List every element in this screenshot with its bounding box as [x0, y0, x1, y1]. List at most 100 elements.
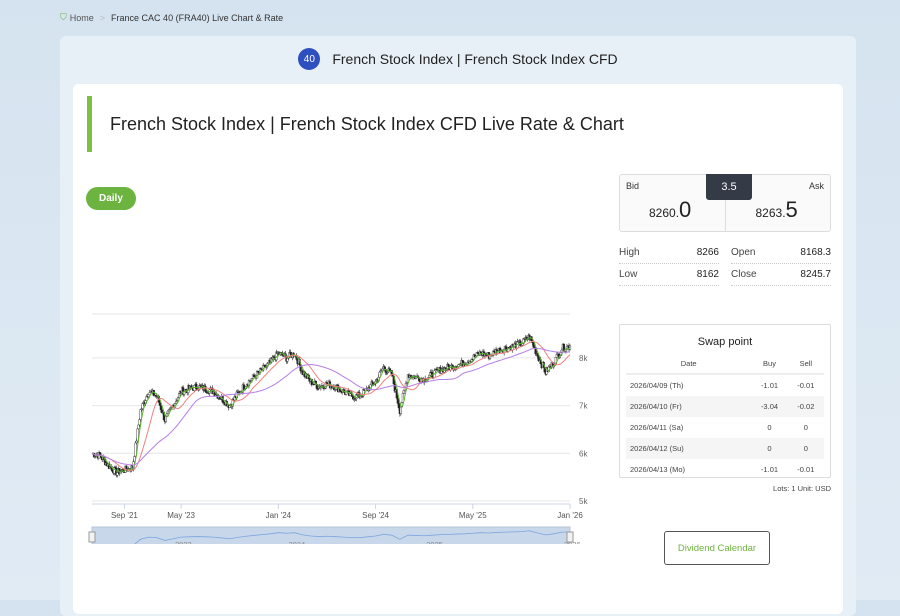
- stat-high: High 8266: [619, 242, 719, 264]
- swap-buy: -1.01: [760, 465, 779, 474]
- swap-row: 2026/04/09 (Th) -1.01 -0.01: [626, 374, 824, 396]
- candle: [505, 346, 508, 350]
- stat-open: Open 8168.3: [731, 242, 831, 264]
- ask-price-pip: 5: [785, 197, 798, 222]
- candle: [158, 402, 161, 406]
- stat-value: 8162: [696, 269, 719, 280]
- candle: [137, 424, 140, 430]
- swap-date: 2026/04/13 (Mo): [630, 465, 686, 474]
- stat-label: Open: [731, 247, 756, 258]
- swap-buy: 0: [767, 423, 772, 432]
- candle: [116, 472, 119, 476]
- stat-close: Close 8245.7: [731, 264, 831, 286]
- candle: [252, 374, 256, 377]
- x-tick-label: May '25: [459, 511, 487, 520]
- content-card: French Stock Index | French Stock Index …: [73, 84, 843, 614]
- candle: [399, 406, 402, 414]
- x-tick-label: Sep '24: [362, 511, 389, 520]
- stat-value: 8266: [696, 247, 719, 258]
- swap-sell: -0.01: [797, 381, 815, 390]
- navigator-year-label: 2023: [175, 540, 192, 544]
- candle: [141, 403, 144, 409]
- navigator-series: [92, 530, 571, 544]
- y-tick-label: 6k: [579, 449, 588, 458]
- breadcrumb: ⛉ Home > France CAC 40 (FRA40) Live Chart…: [60, 12, 283, 23]
- swap-buy: 0: [751, 438, 788, 459]
- quote-box: Bid 8260.0 Ask 8263.5 3.5: [619, 174, 831, 232]
- x-tick-label: Jan '24: [266, 511, 292, 520]
- y-tick-label: 7k: [579, 402, 588, 411]
- swap-date: 2026/04/11 (Sa): [630, 423, 684, 432]
- swap-row: 2026/04/12 (Su) 0 0: [626, 438, 824, 459]
- bid-price-main: 8260.: [649, 206, 680, 220]
- navigator-handle[interactable]: [566, 531, 574, 543]
- ask-panel[interactable]: Ask 8263.5: [724, 175, 831, 231]
- candle: [397, 403, 400, 409]
- swap-buy: -3.04: [751, 396, 788, 417]
- navigator-year-label: 2024: [288, 540, 305, 544]
- navigator-window: [91, 526, 571, 544]
- y-tick-label: 5k: [579, 497, 588, 506]
- spread-badge: 3.5: [706, 174, 752, 200]
- candle: [267, 362, 270, 365]
- candle: [135, 440, 138, 444]
- stat-label: High: [619, 247, 640, 258]
- breadcrumb-home[interactable]: ⛉ Home: [60, 12, 94, 23]
- swap-date: 2026/04/10 (Fr): [626, 396, 752, 417]
- stat-value: 8245.7: [800, 269, 831, 280]
- page-title: French Stock Index | French Stock Index …: [87, 96, 624, 152]
- candle: [532, 342, 535, 348]
- col-buy: Buy: [751, 356, 788, 375]
- swap-row: 2026/04/10 (Fr) -3.04 -0.02: [626, 396, 824, 417]
- price-chart[interactable]: 5k 6k 7k 8k Sep '21 May '23 Jan '24 Sep '24 May …: [73, 214, 593, 544]
- sma60-line: [91, 347, 571, 466]
- sma20-line: [91, 340, 571, 471]
- breadcrumb-current: France CAC 40 (FRA40) Live Chart & Rate: [111, 12, 284, 23]
- swap-row: 2026/04/11 (Sa) 0 0: [626, 417, 824, 438]
- candle: [166, 410, 170, 414]
- ask-label: Ask: [808, 181, 824, 191]
- x-tick-label: May '23: [167, 511, 195, 520]
- stat-low: Low 8162: [619, 264, 719, 286]
- navigator-handle[interactable]: [88, 531, 96, 543]
- breadcrumb-separator: >: [99, 12, 106, 23]
- candle: [440, 370, 443, 374]
- swap-sell: -0.02: [787, 396, 824, 417]
- swap-sell: -0.01: [797, 465, 815, 474]
- candle: [167, 409, 171, 412]
- swap-date: 2026/04/12 (Su): [626, 438, 752, 459]
- candle: [371, 381, 374, 384]
- swap-row: 2026/04/13 (Mo) -1.01 -0.01: [626, 459, 824, 480]
- candle: [447, 364, 450, 367]
- stat-label: Close: [731, 269, 757, 280]
- lots-note: Lots: 1 Unit: USD: [773, 484, 831, 493]
- ask-price: 8263.5: [756, 197, 798, 223]
- stat-value: 8168.3: [800, 247, 831, 258]
- swap-title: Swap point: [697, 336, 753, 348]
- daily-button[interactable]: Daily: [86, 187, 136, 210]
- dividend-calendar-button[interactable]: Dividend Calendar: [664, 531, 770, 565]
- swap-buy: -1.01: [760, 381, 779, 390]
- candle: [289, 352, 292, 355]
- col-date: Date: [626, 356, 752, 375]
- bid-price: 8260.0: [649, 197, 691, 223]
- swap-point-table: Swap point Date Buy Sell 2026/04/09 (Th)…: [619, 324, 831, 478]
- instrument-badge: 40: [298, 48, 321, 70]
- ask-price-main: 8263.: [755, 206, 786, 220]
- home-icon: ⛉: [60, 12, 67, 22]
- bid-panel[interactable]: Bid 8260.0: [620, 175, 725, 231]
- price-stats: High 8266 Open 8168.3 Low 8162 Close 8245.7: [619, 242, 831, 286]
- candle: [286, 358, 289, 362]
- candle: [174, 401, 178, 404]
- home-label: Home: [69, 12, 94, 23]
- x-tick-label: Jan '26: [557, 511, 583, 520]
- col-sell: Sell: [787, 356, 824, 375]
- candle: [165, 413, 169, 417]
- bid-price-pip: 0: [679, 197, 692, 222]
- swap-sell: 0: [787, 438, 824, 459]
- x-tick-label: Sep '21: [111, 511, 138, 520]
- instrument-header: 40 French Stock Index | French Stock Ind…: [60, 48, 856, 70]
- candle: [159, 405, 162, 410]
- instrument-title: French Stock Index | French Stock Index …: [332, 51, 618, 67]
- swap-sell: 0: [803, 423, 808, 432]
